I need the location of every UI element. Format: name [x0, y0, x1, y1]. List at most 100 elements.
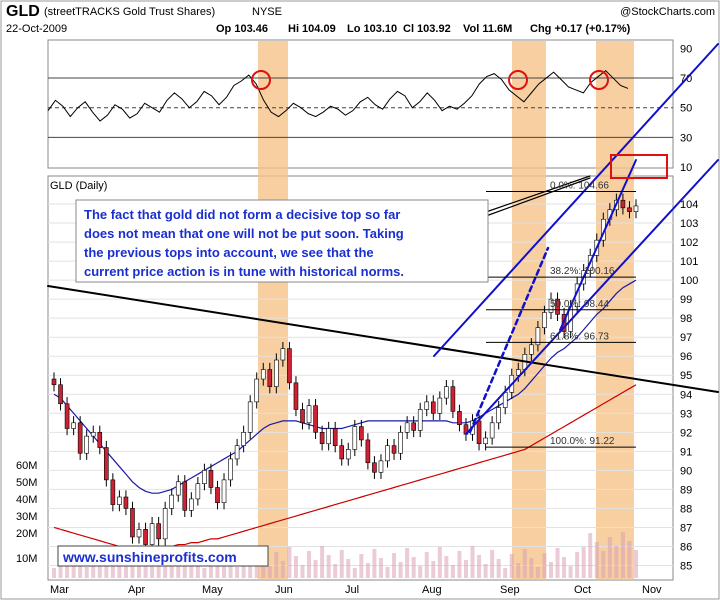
- price-panel-title: GLD (Daily): [50, 180, 107, 192]
- candle-body: [104, 447, 109, 481]
- trend-lines: [47, 43, 719, 435]
- candle-body: [378, 460, 384, 473]
- volume-bar: [150, 565, 155, 578]
- candle-body: [372, 462, 377, 473]
- candle-body: [97, 432, 103, 448]
- volume-bar: [333, 564, 338, 578]
- volume-bar: [248, 562, 253, 578]
- fund-name: (streetTRACKS Gold Trust Shares): [44, 6, 215, 18]
- website-link[interactable]: www.sunshineprofits.com: [62, 549, 237, 565]
- quote-open: Op 103.46: [216, 23, 268, 35]
- candle-body: [267, 369, 273, 387]
- watermark: @StockCharts.com: [620, 6, 715, 18]
- candle-body: [359, 426, 364, 441]
- candle-body: [411, 422, 416, 431]
- dashed-support-line: [468, 246, 550, 434]
- candle-body: [502, 392, 508, 408]
- volume-bar: [431, 561, 436, 578]
- long-downtrend-line: [47, 285, 719, 393]
- volume-bar: [339, 550, 344, 578]
- volume-bar: [594, 542, 599, 578]
- month-label: Mar: [50, 584, 69, 596]
- quote-close: Cl 103.92: [403, 23, 451, 35]
- annotation-line-2: does not mean that one will not be put s…: [84, 226, 404, 241]
- candle-body: [450, 386, 456, 412]
- candle-body: [130, 508, 135, 538]
- rsi-peak-circle-may: [251, 70, 271, 90]
- candle-body: [306, 405, 312, 424]
- volume-bar: [522, 549, 527, 578]
- volume-bar: [627, 541, 632, 578]
- candle-body: [627, 207, 632, 212]
- month-label: Jul: [345, 584, 359, 596]
- channel-upper-line: [433, 43, 719, 357]
- volume-tick-label: 50M: [16, 477, 37, 489]
- volume-bar: [477, 555, 482, 578]
- volume-bar: [483, 564, 488, 578]
- candle-body: [457, 411, 462, 426]
- volume-bar: [261, 557, 266, 578]
- candle-body: [143, 529, 148, 545]
- price-tick-label: 97: [680, 332, 692, 344]
- sma50-line: [53, 279, 637, 494]
- candle-body: [247, 401, 253, 433]
- candle-body: [169, 494, 175, 509]
- price-tick-label: 88: [680, 503, 692, 515]
- pointer-line-2: [485, 177, 591, 217]
- rsi-peak-circle-sep: [508, 70, 528, 90]
- candle-body: [202, 470, 207, 484]
- candle-body: [215, 487, 220, 504]
- volume-bar: [365, 563, 370, 578]
- candle-body: [110, 479, 116, 505]
- price-tick-label: 90: [680, 465, 692, 477]
- price-tick-label: 101: [680, 256, 698, 268]
- candle-body: [345, 449, 351, 460]
- annotation-line-4: current price action is in tune with his…: [84, 264, 404, 279]
- candle-body: [77, 422, 83, 454]
- month-label: May: [202, 584, 223, 596]
- volume-bar: [568, 566, 573, 578]
- rsi-tick-label: 90: [680, 43, 692, 55]
- fib-level-label: 100.0%: 91.22: [550, 436, 615, 447]
- volume-bar: [496, 559, 501, 578]
- month-label: Jun: [275, 584, 293, 596]
- price-tick-label: 91: [680, 446, 692, 458]
- fib-level-label: 38.2%: 100.16: [550, 266, 615, 277]
- candle-body: [476, 420, 482, 445]
- price-tick-label: 102: [680, 237, 698, 249]
- candle-body: [385, 445, 390, 462]
- volume-bar: [287, 547, 292, 578]
- volume-bar: [65, 563, 70, 578]
- candle-body: [260, 369, 266, 380]
- volume-bar: [235, 567, 240, 578]
- candle-body: [496, 407, 501, 424]
- volume-bar: [614, 546, 619, 578]
- volume-bar: [143, 556, 148, 578]
- volume-bar: [228, 558, 233, 578]
- volume-bar: [424, 552, 429, 578]
- volume-bar: [215, 563, 220, 578]
- candle-body: [149, 523, 155, 545]
- candle-body: [274, 359, 279, 387]
- price-tick-label: 87: [680, 522, 692, 534]
- volume-tick-label: 60M: [16, 460, 37, 472]
- rsi-tick-label: 30: [680, 132, 692, 144]
- candle-body: [515, 369, 521, 376]
- fib-level-label: 50.0%: 98.44: [550, 299, 609, 310]
- candle-body: [162, 508, 168, 540]
- price-tick-label: 104: [680, 199, 698, 211]
- volume-bar: [313, 560, 318, 578]
- volume-bar: [78, 558, 83, 578]
- volume-bar: [359, 554, 364, 578]
- candle-body: [208, 470, 214, 488]
- volume-bar: [385, 567, 390, 578]
- volume-tick-label: 20M: [16, 528, 37, 540]
- candle-body: [58, 384, 63, 405]
- price-tick-label: 93: [680, 408, 692, 420]
- price-tick-label: 99: [680, 294, 692, 306]
- quote-low: Lo 103.10: [347, 23, 397, 35]
- price-tick-label: 98: [680, 313, 692, 325]
- volume-bar: [535, 567, 540, 578]
- volume-bar: [444, 556, 449, 578]
- volume-bar: [267, 566, 272, 578]
